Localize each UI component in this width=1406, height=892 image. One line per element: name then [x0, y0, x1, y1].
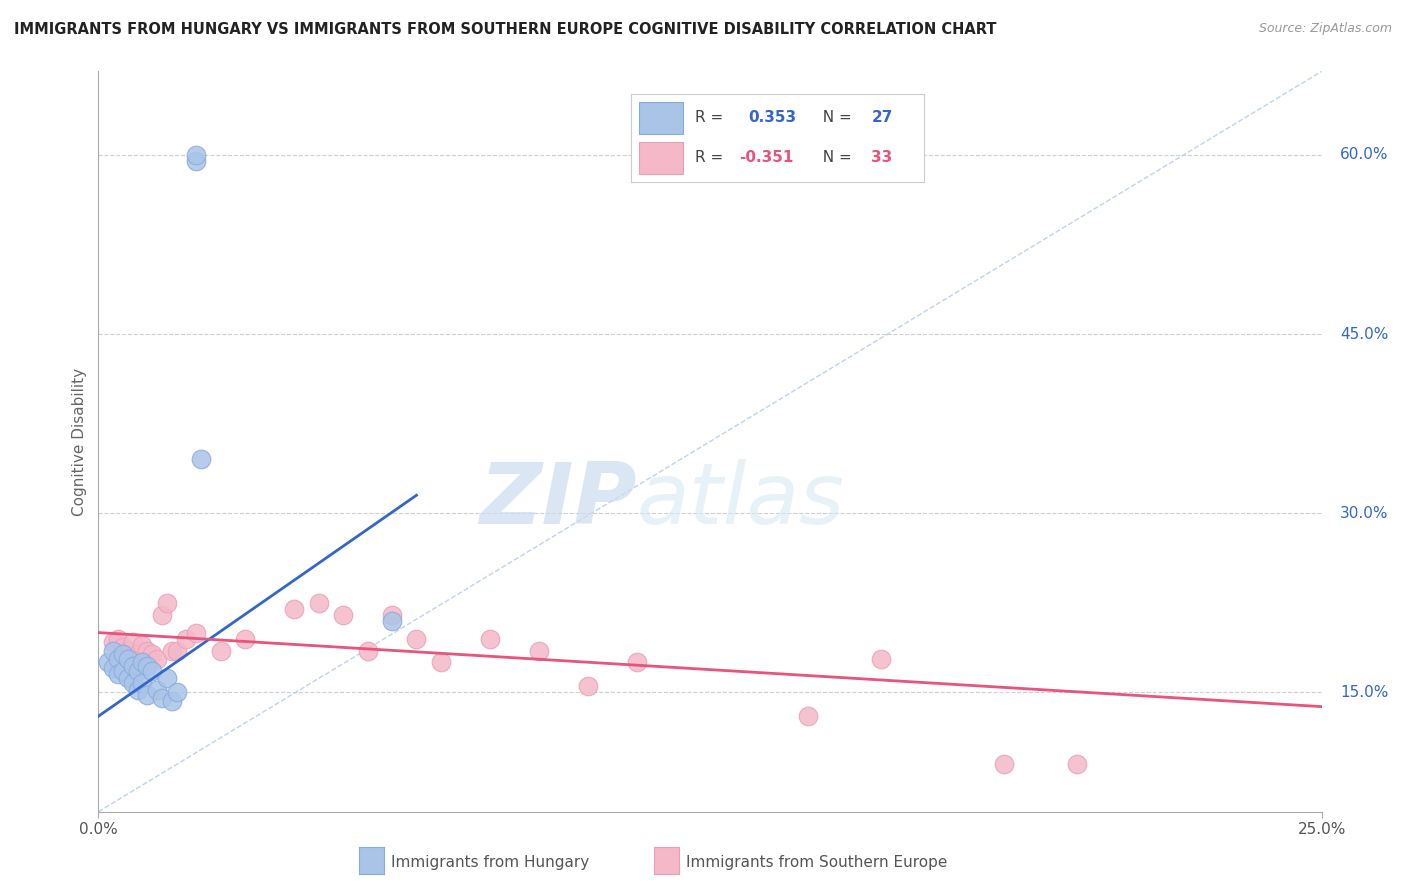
- Point: [107, 667, 129, 681]
- Text: 15.0%: 15.0%: [1340, 685, 1388, 700]
- Text: ZIP: ZIP: [479, 459, 637, 542]
- Point: [797, 709, 820, 723]
- Point: [166, 685, 188, 699]
- Point: [626, 656, 648, 670]
- Text: 0.353: 0.353: [748, 110, 796, 125]
- Point: [136, 659, 159, 673]
- Text: Immigrants from Hungary: Immigrants from Hungary: [391, 855, 589, 870]
- Point: [186, 148, 208, 162]
- Point: [141, 664, 163, 678]
- Text: Source: ZipAtlas.com: Source: ZipAtlas.com: [1258, 22, 1392, 36]
- Point: [283, 601, 305, 615]
- Point: [1066, 756, 1088, 771]
- Point: [870, 652, 893, 666]
- Point: [381, 614, 404, 628]
- Text: 33: 33: [872, 150, 893, 165]
- Point: [131, 638, 153, 652]
- Point: [97, 656, 120, 670]
- Point: [160, 643, 183, 657]
- Point: [127, 664, 149, 678]
- Point: [117, 671, 139, 685]
- Text: 60.0%: 60.0%: [1340, 147, 1388, 162]
- Point: [101, 661, 124, 675]
- Point: [186, 625, 208, 640]
- Point: [127, 647, 149, 661]
- Point: [160, 694, 183, 708]
- Text: Immigrants from Southern Europe: Immigrants from Southern Europe: [686, 855, 948, 870]
- Point: [141, 647, 163, 661]
- Point: [121, 659, 143, 673]
- Point: [308, 596, 330, 610]
- Point: [150, 691, 173, 706]
- Bar: [640, 103, 683, 134]
- Text: -0.351: -0.351: [740, 150, 793, 165]
- Point: [101, 635, 124, 649]
- Point: [527, 643, 550, 657]
- Text: N =: N =: [813, 150, 856, 165]
- Text: atlas: atlas: [637, 459, 845, 542]
- Point: [101, 643, 124, 657]
- Point: [233, 632, 256, 646]
- Point: [430, 656, 453, 670]
- Text: R =: R =: [695, 150, 728, 165]
- Point: [127, 682, 149, 697]
- Point: [117, 643, 139, 657]
- Point: [131, 656, 153, 670]
- Point: [166, 643, 188, 657]
- Point: [107, 632, 129, 646]
- Text: 45.0%: 45.0%: [1340, 326, 1388, 342]
- Text: N =: N =: [813, 110, 856, 125]
- Bar: [640, 143, 683, 174]
- Point: [146, 652, 169, 666]
- Point: [332, 607, 354, 622]
- Point: [478, 632, 501, 646]
- Point: [209, 643, 232, 657]
- Point: [121, 635, 143, 649]
- Point: [121, 675, 143, 690]
- Point: [117, 652, 139, 666]
- Text: 27: 27: [872, 110, 893, 125]
- Point: [405, 632, 427, 646]
- Point: [136, 643, 159, 657]
- Text: R =: R =: [695, 110, 733, 125]
- Text: 30.0%: 30.0%: [1340, 506, 1388, 521]
- Point: [111, 664, 134, 678]
- Point: [993, 756, 1015, 771]
- Point: [136, 688, 159, 702]
- Point: [150, 607, 173, 622]
- Point: [156, 671, 179, 685]
- Point: [111, 647, 134, 661]
- Point: [131, 675, 153, 690]
- Text: IMMIGRANTS FROM HUNGARY VS IMMIGRANTS FROM SOUTHERN EUROPE COGNITIVE DISABILITY : IMMIGRANTS FROM HUNGARY VS IMMIGRANTS FR…: [14, 22, 997, 37]
- Point: [111, 640, 134, 654]
- Point: [146, 682, 169, 697]
- Point: [356, 643, 378, 657]
- Point: [186, 153, 208, 168]
- Point: [381, 607, 404, 622]
- Point: [176, 632, 198, 646]
- Point: [156, 596, 179, 610]
- Point: [576, 679, 599, 693]
- Point: [190, 452, 212, 467]
- Point: [107, 652, 129, 666]
- Y-axis label: Cognitive Disability: Cognitive Disability: [72, 368, 87, 516]
